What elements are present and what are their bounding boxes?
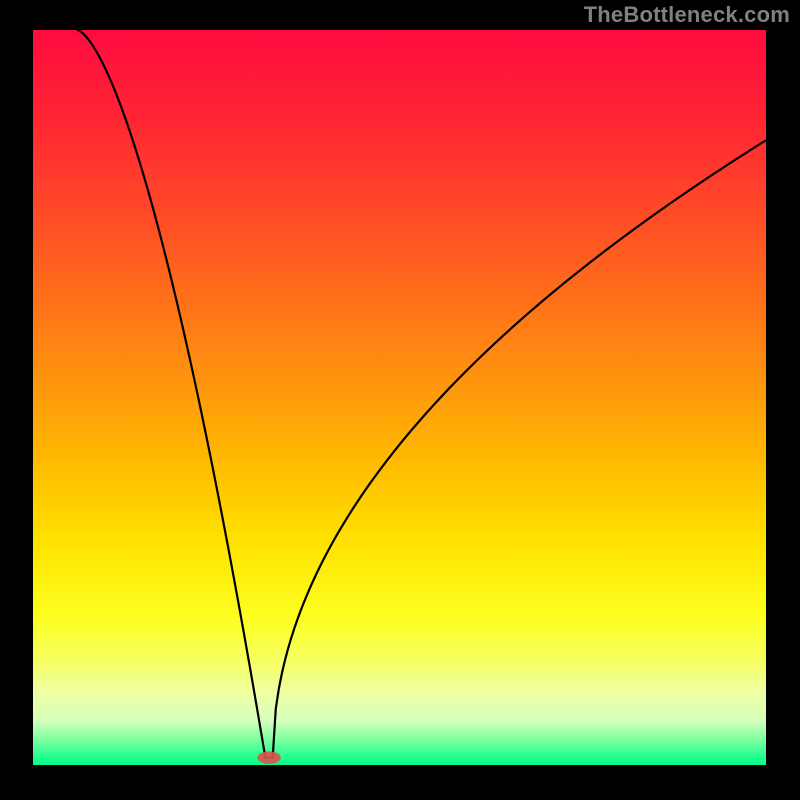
chart-background (33, 30, 766, 765)
optimum-marker (257, 751, 280, 763)
watermark-text: TheBottleneck.com (584, 2, 790, 28)
outer-frame: TheBottleneck.com (0, 0, 800, 800)
bottleneck-chart (0, 0, 800, 800)
